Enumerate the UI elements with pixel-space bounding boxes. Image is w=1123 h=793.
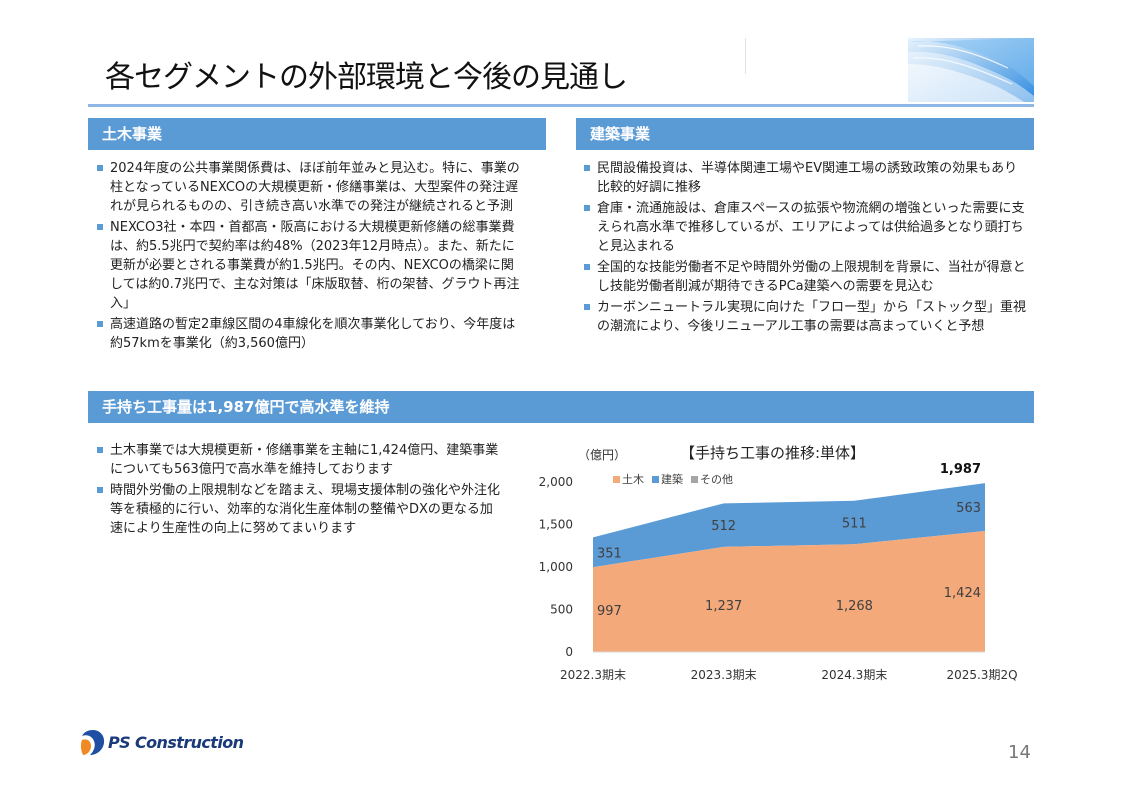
civil-bullet: 2024年度の公共事業関係費は、ほぼ前年並みと見込む。特に、事業の柱となっている…: [95, 159, 523, 216]
legend-label: その他: [700, 473, 733, 486]
y-tick-label: 500: [550, 603, 573, 617]
civil-bullet: 高速道路の暫定2車線区間の4車線化を順次事業化しており、今年度は約57kmを事業…: [95, 315, 523, 353]
backlog-chart: 0 500 1,000 1,500 2,000 2022.3期末 2023.3期末 2024.…: [539, 462, 1018, 682]
total-data-label: 1,987: [940, 462, 981, 477]
divider: [745, 38, 746, 74]
y-tick-label: 0: [565, 645, 573, 659]
backlog-bullet: 時間外労働の上限規制などを踏まえ、現場支援体制の強化や外注化等を積極的に行い、効…: [95, 481, 505, 538]
civil-area: [593, 530, 985, 652]
civil-data-label: 1,424: [944, 586, 981, 601]
legend-swatch: [652, 476, 659, 483]
y-tick-label: 1,500: [539, 518, 573, 532]
corner-decoration: [908, 38, 1034, 102]
title-underline: [88, 104, 1034, 107]
backlog-bullet-list: 土木事業では大規模更新・修繕事業を主軸に1,424億円、建築事業についても563…: [95, 441, 505, 540]
legend-swatch: [691, 476, 698, 483]
backlog-section-header: 手持ち工事量は1,987億円で高水準を維持: [88, 391, 1034, 423]
legend-label: 建築: [661, 472, 683, 486]
building-data-label: 563: [956, 501, 981, 516]
x-tick-label: 2022.3期末: [560, 668, 626, 682]
civil-data-label: 1,268: [836, 599, 873, 614]
backlog-bullet: 土木事業では大規模更新・修繕事業を主軸に1,424億円、建築事業についても563…: [95, 441, 505, 479]
company-logo-icon: [80, 730, 105, 755]
civil-bullet: NEXCO3社・本四・首都高・阪高における大規模更新修繕の総事業費は、約5.5兆…: [95, 218, 523, 313]
building-bullet-list: 民間設備投資は、半導体関連工場やEV関連工場の誘致政策の効果もあり比較的好調に推…: [582, 159, 1027, 338]
building-data-label: 511: [842, 517, 867, 532]
y-tick-label: 2,000: [539, 475, 573, 489]
chart-title: 【手持ち工事の推移:単体】: [680, 444, 866, 462]
page-title: 各セグメントの外部環境と今後の見通し: [105, 60, 628, 95]
legend-label: 土木: [622, 473, 644, 486]
x-tick-label: 2025.3期2Q: [946, 668, 1017, 682]
building-section-header: 建築事業: [576, 118, 1034, 150]
legend-swatch: [613, 476, 620, 483]
civil-bullet-list: 2024年度の公共事業関係費は、ほぼ前年並みと見込む。特に、事業の柱となっている…: [95, 159, 523, 355]
chart-unit-label: （億円）: [578, 448, 627, 462]
x-tick-label: 2024.3期末: [821, 668, 887, 682]
building-area: [593, 483, 985, 568]
building-bullet: 全国的な技能労働者不足や時間外労働の上限規制を背景に、当社が得意とし技能労働者削…: [582, 258, 1027, 296]
page-number: 14: [1008, 742, 1031, 763]
building-data-label: 512: [711, 519, 736, 534]
civil-data-label: 1,237: [705, 599, 742, 614]
building-bullet: 民間設備投資は、半導体関連工場やEV関連工場の誘致政策の効果もあり比較的好調に推…: [582, 159, 1027, 197]
company-logo-text: PS Construction: [108, 733, 244, 752]
building-data-label: 351: [597, 546, 622, 561]
y-tick-label: 1,000: [539, 560, 573, 574]
x-tick-label: 2023.3期末: [691, 668, 757, 682]
civil-section-header: 土木事業: [88, 118, 546, 150]
civil-data-label: 997: [597, 604, 622, 619]
building-bullet: 倉庫・流通施設は、倉庫スペースの拡張や物流網の増強といった需要に支えられ高水準で…: [582, 199, 1027, 256]
building-bullet: カーボンニュートラル実現に向けた「フロー型」から「ストック型」重視の潮流により、…: [582, 298, 1027, 336]
